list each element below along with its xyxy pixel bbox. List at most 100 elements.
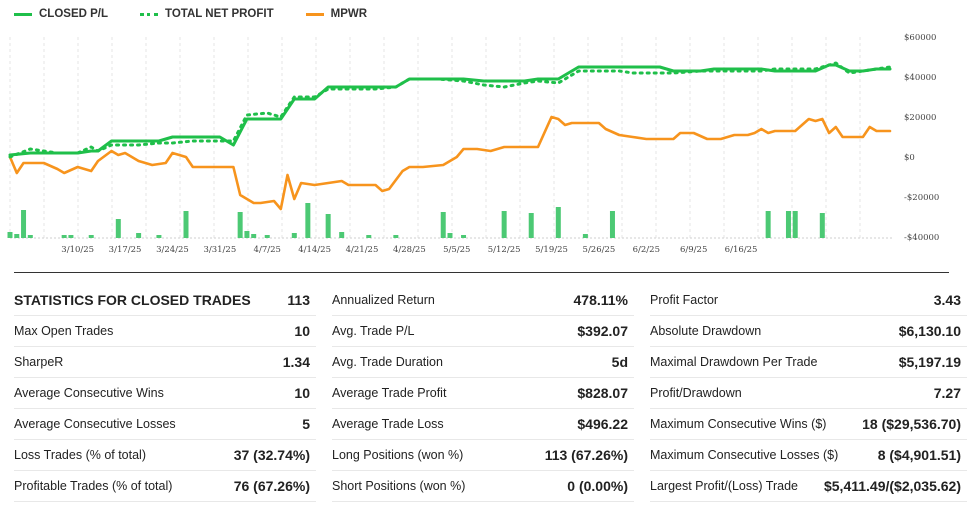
volume-bar (183, 211, 189, 238)
mpwr-line (8, 115, 892, 211)
chart-legend: CLOSED P/L TOTAL NET PROFIT MPWR (14, 6, 399, 22)
stat-value: 113 (67.26%) (544, 447, 628, 463)
stats-row: Average Consecutive Losses 5 Average Trade… (14, 409, 969, 440)
stat-cell: Profit/Drawdown 7.27 (650, 378, 967, 409)
x-tick-label: 3/10/25 (61, 245, 94, 255)
stat-value: 478.11% (573, 292, 629, 308)
legend-item-closed-pl[interactable]: CLOSED P/L (14, 8, 108, 20)
volume-bar (393, 235, 399, 238)
volume-bar (68, 235, 74, 238)
volume-bar (88, 235, 94, 238)
stat-value: 37 (32.74%) (233, 447, 310, 463)
stat-value: 5 (302, 416, 310, 432)
stat-cell: Profit Factor 3.43 (650, 285, 967, 316)
legend-swatch-dotted (140, 12, 159, 16)
volume-bar (785, 211, 791, 238)
stats-row: Profitable Trades (% of total) 76 (67.26%… (14, 471, 969, 502)
stat-cell: Average Trade Profit $828.07 (332, 378, 634, 409)
stat-cell: Maximum Consecutive Losses ($) 8 ($4,901.… (650, 440, 967, 471)
legend-item-mpwr[interactable]: MPWR (305, 8, 368, 20)
stat-cell: Avg. Trade P/L $392.07 (332, 316, 634, 347)
stat-cell: Average Consecutive Wins 10 (14, 378, 316, 409)
y-tick-label: $60000 (904, 33, 936, 43)
stat-value: 8 ($4,901.51) (877, 447, 961, 463)
stat-value: 76 (67.26%) (233, 478, 310, 494)
stat-label: Avg. Trade Duration (332, 355, 443, 369)
stat-value: $392.07 (577, 323, 628, 339)
stat-label: Loss Trades (% of total) (14, 448, 147, 462)
stat-label: Maximum Consecutive Wins ($) (650, 417, 827, 431)
stat-cell: SharpeR 1.34 (14, 347, 316, 378)
volume-bar (461, 235, 467, 238)
volume-bar (115, 219, 121, 238)
chart-grid (9, 37, 894, 239)
volume-bar (325, 214, 331, 238)
y-tick-label: -$20000 (904, 193, 939, 203)
volume-bar (440, 212, 446, 238)
section-divider (14, 272, 949, 273)
y-tick-label: $40000 (904, 73, 936, 83)
volume-bar (61, 235, 67, 238)
stat-value: 1.34 (282, 354, 310, 370)
stat-cell: Average Consecutive Losses 5 (14, 409, 316, 440)
volume-bar (792, 211, 798, 238)
x-tick-label: 6/9/25 (680, 245, 707, 255)
legend-label-mpwr: MPWR (330, 8, 368, 20)
stat-value: 5d (611, 354, 628, 370)
stat-label: SharpeR (14, 355, 64, 369)
stat-value: 113 (287, 292, 310, 308)
legend-label-closed-pl: CLOSED P/L (39, 8, 109, 20)
volume-bars (7, 203, 825, 238)
stat-label: Largest Profit/(Loss) Trade (650, 479, 798, 493)
stat-value: $828.07 (577, 385, 628, 401)
stat-label: Absolute Drawdown (650, 324, 762, 338)
stat-cell: Max Open Trades 10 (14, 316, 316, 347)
volume-bar (21, 210, 27, 238)
volume-bar (555, 207, 561, 238)
stat-value: 10 (294, 323, 310, 339)
stat-label: Average Trade Profit (332, 386, 447, 400)
stat-value: 18 ($29,536.70) (862, 416, 961, 432)
stat-cell: Avg. Trade Duration 5d (332, 347, 634, 378)
equity-chart[interactable]: $60000 $40000 $20000 $0 -$20000 -$40000 3/10/… (0, 28, 973, 264)
y-axis-ticks: $60000 $40000 $20000 $0 -$20000 -$40000 (904, 33, 939, 243)
volume-bar (156, 235, 162, 238)
stat-label: Profit Factor (650, 293, 719, 307)
stat-value: $5,197.19 (898, 354, 961, 370)
stat-cell: Average Trade Loss $496.22 (332, 409, 634, 440)
stats-row: SharpeR 1.34 Avg. Trade Duration 5d Maximal … (14, 347, 969, 378)
stat-value: $5,411.49/($2,035.62) (823, 478, 961, 494)
y-tick-label: $20000 (904, 113, 936, 123)
volume-bar (244, 231, 250, 238)
x-tick-label: 3/24/25 (156, 245, 189, 255)
x-tick-label: 5/19/25 (535, 245, 568, 255)
volume-bar (447, 233, 453, 238)
legend-item-total-net-profit[interactable]: TOTAL NET PROFIT (140, 8, 274, 20)
stats-row: Average Consecutive Wins 10 Average Trade … (14, 378, 969, 409)
volume-bar (819, 213, 825, 238)
volume-bar (501, 211, 507, 238)
closed-pl-line (8, 63, 892, 157)
stat-cell: Long Positions (won %) 113 (67.26%) (332, 440, 634, 471)
legend-swatch-solid (14, 12, 32, 16)
stat-cell: Absolute Drawdown $6,130.10 (650, 316, 967, 347)
stat-value: $496.22 (577, 416, 628, 432)
stat-value: 0 (0.00%) (567, 478, 628, 494)
stat-cell: Maximal Drawdown Per Trade $5,197.19 (650, 347, 967, 378)
volume-bar (251, 234, 257, 238)
x-tick-label: 4/28/25 (393, 245, 426, 255)
volume-bar (305, 203, 311, 238)
x-tick-label: 4/14/25 (298, 245, 331, 255)
stat-label: Profit/Drawdown (650, 386, 742, 400)
volume-bar (136, 233, 142, 238)
stat-label: Annualized Return (332, 293, 435, 307)
stat-label: Long Positions (won %) (332, 448, 464, 462)
stat-label: Average Consecutive Losses (14, 417, 176, 431)
y-tick-label: -$40000 (904, 233, 939, 243)
stat-cell: Short Positions (won %) 0 (0.00%) (332, 471, 634, 502)
stat-label: Profitable Trades (% of total) (14, 479, 173, 493)
stat-label: Maximum Consecutive Losses ($) (650, 448, 839, 462)
x-tick-label: 3/31/25 (203, 245, 236, 255)
stat-label: Short Positions (won %) (332, 479, 466, 493)
stat-value: 3.43 (933, 292, 961, 308)
